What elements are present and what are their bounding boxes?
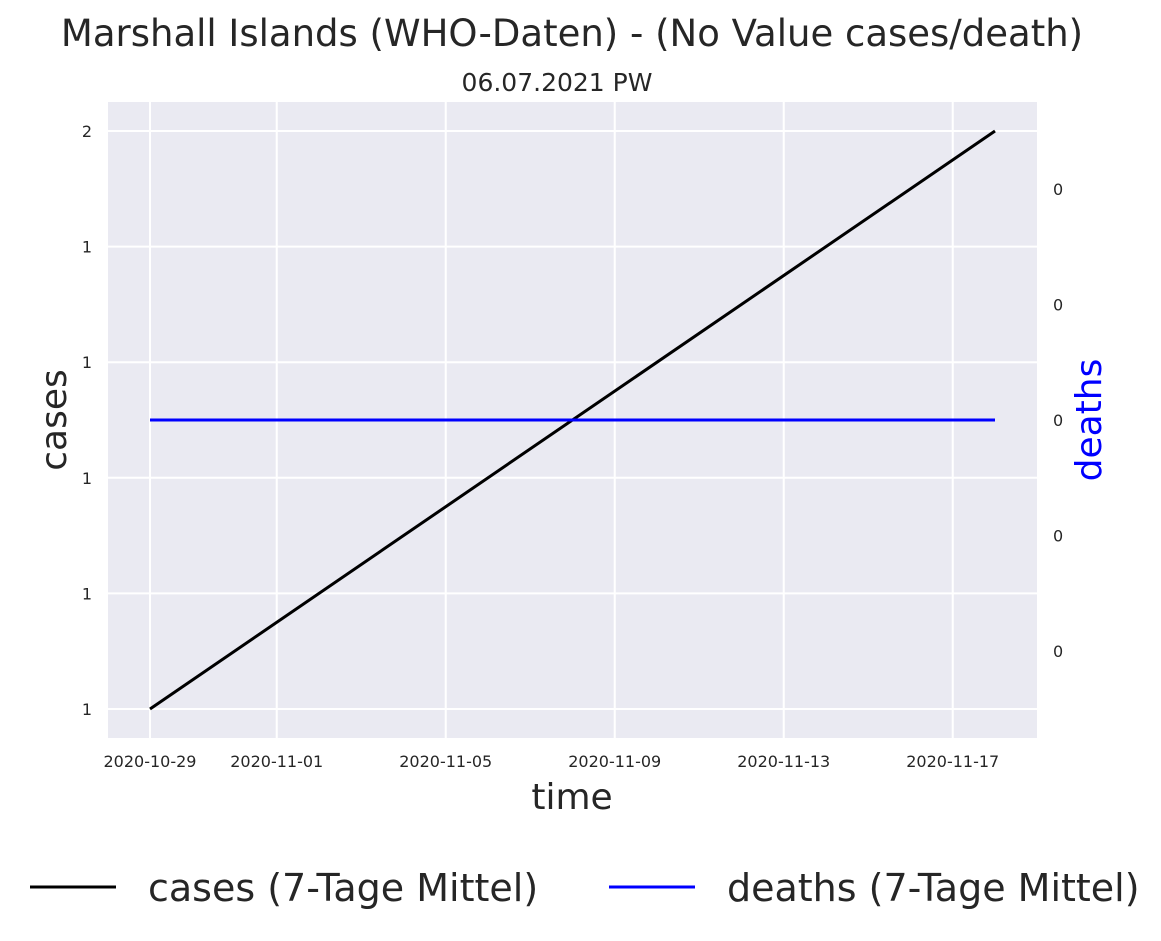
x-tick-label: 2020-11-05: [399, 752, 492, 771]
x-tick-label: 2020-11-09: [568, 752, 661, 771]
chart-title: Marshall Islands (WHO-Daten) - (No Value…: [61, 12, 1083, 55]
x-tick-label: 2020-10-29: [104, 752, 197, 771]
y-tick-label-left: 1: [82, 700, 92, 719]
y-axis-label-right: deaths: [1069, 359, 1110, 482]
y-tick-label-right: 0: [1053, 527, 1063, 546]
y-tick-label-right: 0: [1053, 642, 1063, 661]
y-tick-label-right: 0: [1053, 411, 1063, 430]
y-tick-label-left: 2: [82, 122, 92, 141]
y-tick-label-right: 0: [1053, 296, 1063, 315]
chart-subtitle: 06.07.2021 PW: [462, 68, 653, 97]
tick-labels: 2020-10-29 2020-11-01 2020-11-05 2020-11-09…: [82, 122, 1063, 771]
legend-label-cases: cases (7-Tage Mittel): [148, 866, 538, 910]
x-tick-label: 2020-11-01: [230, 752, 323, 771]
y-tick-label-left: 1: [82, 353, 92, 372]
legend: cases (7-Tage Mittel) deaths (7-Tage Mit…: [30, 866, 1140, 910]
legend-label-deaths: deaths (7-Tage Mittel): [727, 866, 1140, 910]
y-tick-label-left: 1: [82, 238, 92, 257]
x-axis-label: time: [531, 777, 612, 818]
y-axis-label-left: cases: [34, 369, 75, 471]
x-tick-label: 2020-11-17: [906, 752, 999, 771]
x-tick-label: 2020-11-13: [737, 752, 830, 771]
y-tick-label-left: 1: [82, 469, 92, 488]
y-tick-label-right: 0: [1053, 180, 1063, 199]
series-layer: [149, 129, 996, 711]
y-tick-label-left: 1: [82, 584, 92, 603]
